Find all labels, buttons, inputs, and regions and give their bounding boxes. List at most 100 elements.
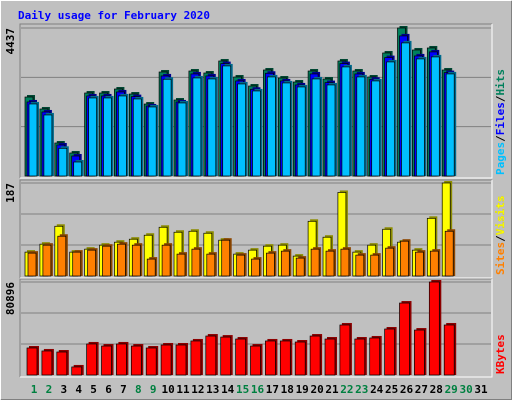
x-tick-label: 6 xyxy=(105,383,112,396)
bar xyxy=(294,341,306,376)
bar xyxy=(207,78,217,177)
bar xyxy=(177,102,187,177)
bar xyxy=(296,86,306,177)
x-tick-label: 25 xyxy=(385,383,398,396)
bar xyxy=(116,343,127,376)
bar xyxy=(73,161,83,177)
x-tick-label: 31 xyxy=(474,383,488,396)
x-tick-label: 27 xyxy=(415,383,428,396)
bar xyxy=(252,90,261,177)
x-tick-label: 28 xyxy=(430,383,443,396)
x-tick-label: 11 xyxy=(176,383,190,396)
panel-bevel xyxy=(19,278,492,377)
bar xyxy=(190,340,202,376)
legend-separator: / xyxy=(494,95,507,102)
bar xyxy=(86,343,97,376)
x-tick-label: 19 xyxy=(296,383,309,396)
bar xyxy=(43,114,53,177)
bar xyxy=(416,58,425,177)
panel-bevel xyxy=(19,179,492,278)
legend-entry: Pages xyxy=(494,142,507,175)
y-tick-label: 187 xyxy=(4,183,17,203)
bar xyxy=(56,351,68,376)
legend-entry: Visits xyxy=(494,196,507,236)
bar xyxy=(444,230,454,277)
bar xyxy=(428,281,440,376)
bar xyxy=(118,95,127,177)
x-tick-label: 26 xyxy=(400,383,414,396)
bar xyxy=(385,247,394,277)
x-tick-label: 21 xyxy=(325,383,339,396)
bar xyxy=(237,83,246,177)
bar xyxy=(324,338,336,376)
x-tick-label: 15 xyxy=(236,383,249,396)
bar xyxy=(280,250,290,277)
y-tick-label: 80896 xyxy=(4,282,17,315)
bar xyxy=(311,78,321,177)
legend-separator: / xyxy=(494,135,507,142)
bar xyxy=(443,324,455,376)
panel-bevel xyxy=(19,23,492,178)
bar xyxy=(384,328,395,376)
panel-bevel xyxy=(20,24,493,179)
bar xyxy=(445,73,455,177)
bar xyxy=(429,250,439,277)
bar xyxy=(191,248,201,277)
bar xyxy=(131,244,141,277)
bar xyxy=(370,254,380,277)
bar xyxy=(206,253,216,277)
x-tick-label: 4 xyxy=(75,383,82,396)
x-tick-label: 29 xyxy=(445,383,458,396)
bar xyxy=(103,97,112,177)
bar xyxy=(72,251,82,277)
bar xyxy=(430,56,440,177)
bar xyxy=(132,98,142,177)
x-tick-label: 20 xyxy=(310,383,323,396)
x-tick-label: 22 xyxy=(340,383,353,396)
bar xyxy=(101,345,112,376)
bar xyxy=(222,65,232,177)
panel-bevel xyxy=(20,279,493,378)
bar xyxy=(400,240,409,277)
legend-entry: Files xyxy=(494,102,507,135)
bar xyxy=(267,76,276,177)
x-tick-label: 23 xyxy=(355,383,368,396)
bar xyxy=(356,76,366,177)
x-tick-label: 30 xyxy=(459,383,472,396)
bar xyxy=(325,250,335,277)
bar xyxy=(71,366,83,376)
x-tick-label: 5 xyxy=(90,383,97,396)
legend: KBytes xyxy=(494,334,507,374)
bar xyxy=(414,329,425,376)
bar xyxy=(28,103,38,177)
y-tick-label: 4437 xyxy=(4,28,17,55)
legend-entry: Hits xyxy=(494,69,507,96)
bar xyxy=(27,252,37,277)
bar xyxy=(57,235,67,277)
bar xyxy=(176,253,186,277)
bar xyxy=(102,245,111,277)
legend-entry: Sites xyxy=(494,242,507,275)
x-tick-label: 24 xyxy=(370,383,384,396)
bar xyxy=(415,251,424,277)
bar xyxy=(386,61,395,177)
bar xyxy=(339,324,351,376)
panel-bevel xyxy=(20,180,493,279)
x-tick-label: 9 xyxy=(150,383,157,396)
x-tick-label: 1 xyxy=(31,383,38,396)
bar xyxy=(309,335,321,376)
x-tick-label: 12 xyxy=(191,383,204,396)
x-tick-label: 3 xyxy=(60,383,67,396)
x-tick-label: 2 xyxy=(46,383,53,396)
bar xyxy=(279,340,291,376)
legend: Pages/Files/Hits xyxy=(494,69,507,175)
x-tick-label: 7 xyxy=(120,383,127,396)
bar xyxy=(88,97,97,177)
bar xyxy=(266,252,275,277)
bar xyxy=(401,42,410,177)
bar xyxy=(371,80,381,177)
bar xyxy=(160,344,172,376)
